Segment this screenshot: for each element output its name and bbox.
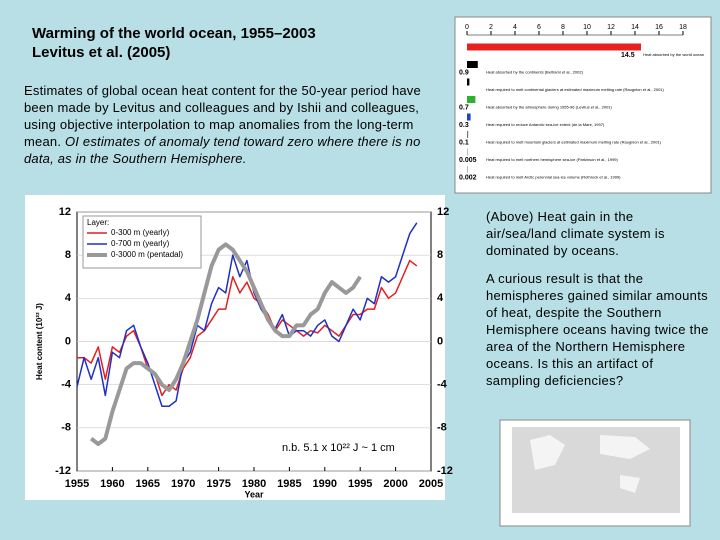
title: Warming of the world ocean, 1955–2003 Le…: [32, 24, 316, 62]
x-tick-label: 1985: [277, 478, 301, 490]
bar: [467, 166, 468, 173]
bar: [467, 113, 471, 121]
x-tick-label: 1965: [136, 478, 160, 490]
value-label: 0.1: [459, 139, 469, 146]
y2-tick-label: 12: [437, 206, 449, 218]
y-tick-label: -8: [61, 422, 71, 434]
series-line: [89, 242, 362, 447]
category-label: Heat absorbed by the continents (Beltram…: [486, 70, 584, 75]
value-label: 0.3: [459, 122, 469, 129]
map-image: [499, 419, 691, 527]
map-land: [530, 435, 650, 493]
category-label: Heat required to melt Arctic perennial s…: [486, 175, 621, 180]
legend-label: 0-300 m (yearly): [111, 228, 170, 237]
x-tick-label: 8: [561, 24, 565, 31]
y-tick-label: -4: [61, 379, 72, 391]
category-label: Heat required to melt mountain glaciers …: [486, 140, 662, 145]
x-tick-label: 16: [655, 24, 663, 31]
y2-tick-label: 0: [437, 335, 443, 347]
x-tick-label: 2: [489, 24, 493, 31]
legend-title: Layer:: [87, 218, 109, 227]
value-label: 0.005: [459, 157, 477, 164]
x-tick-label: 1970: [171, 478, 195, 490]
x-tick-label: 2005: [419, 478, 443, 490]
bar: [467, 78, 470, 86]
x-tick-label: 1995: [348, 478, 372, 490]
legend-label: 0-700 m (yearly): [111, 239, 170, 248]
x-tick-label: 4: [513, 24, 517, 31]
bar: [467, 61, 478, 68]
bar: [467, 96, 476, 103]
note: (Above) Heat gain in the air/sea/land cl…: [486, 209, 665, 258]
x-tick-label: 0: [465, 24, 469, 31]
value-label: 14.5: [621, 52, 635, 59]
y2-tick-label: 8: [437, 249, 443, 261]
title-line: Levitus et al. (2005): [32, 44, 171, 61]
x-tick-label: 12: [607, 24, 615, 31]
x-axis-label: Year: [244, 489, 264, 499]
paragraph: Estimates of global ocean heat content f…: [24, 82, 454, 167]
category-label: Heat required to melt northern hemispher…: [486, 157, 619, 162]
legend-label: 0-3000 m (pentadal): [111, 250, 183, 259]
bar: [467, 148, 468, 156]
title-line: Warming of the world ocean, 1955–2003: [32, 25, 316, 42]
series-line: [77, 259, 418, 397]
y2-tick-label: -8: [437, 422, 447, 434]
bar: [467, 43, 641, 51]
annotation: n.b. 5.1 x 10²² J ~ 1 cm: [282, 442, 395, 454]
legend-box: [82, 215, 202, 269]
note: A curious result is that the hemispheres…: [486, 271, 709, 388]
x-tick-label: 1955: [65, 478, 89, 490]
x-tick-label: 10: [583, 24, 591, 31]
x-tick-label: 18: [679, 24, 687, 31]
category-label: Heat absorbed by the world ocean: [643, 52, 704, 57]
x-tick-label: 1975: [206, 478, 230, 490]
value-label: 0.9: [459, 69, 469, 76]
x-tick-label: 14: [631, 24, 639, 31]
x-tick-label: 1990: [313, 478, 337, 490]
paragraph-italic: OI estimates of anomaly tend toward zero…: [24, 134, 421, 166]
y-axis-label: Heat content (10²² J): [35, 303, 44, 380]
y2-tick-label: -4: [437, 379, 448, 391]
y-tick-label: 8: [65, 249, 71, 261]
value-label: 0.7: [459, 104, 469, 111]
x-tick-label: 1960: [100, 478, 124, 490]
series-line: [76, 222, 418, 407]
category-label: Heat absorbed by the atmosphere during 1…: [486, 105, 613, 110]
y-tick-label: 12: [59, 206, 71, 218]
bar: [467, 131, 469, 138]
x-tick-label: 6: [537, 24, 541, 31]
y2-tick-label: 4: [437, 292, 444, 304]
category-label: Heat required to melt continental glacie…: [486, 87, 665, 92]
x-tick-label: 2000: [383, 478, 407, 490]
y-tick-label: 4: [65, 292, 72, 304]
y2-tick-label: -12: [437, 465, 453, 477]
y-tick-label: -12: [55, 465, 71, 477]
x-tick-label: 1980: [242, 478, 266, 490]
paragraph-text: Estimates of global ocean heat content f…: [24, 83, 421, 149]
y-tick-label: 0: [65, 335, 71, 347]
category-label: Heat required to reduce Antarctic sea-ic…: [486, 122, 605, 127]
value-label: 0.002: [459, 174, 477, 181]
